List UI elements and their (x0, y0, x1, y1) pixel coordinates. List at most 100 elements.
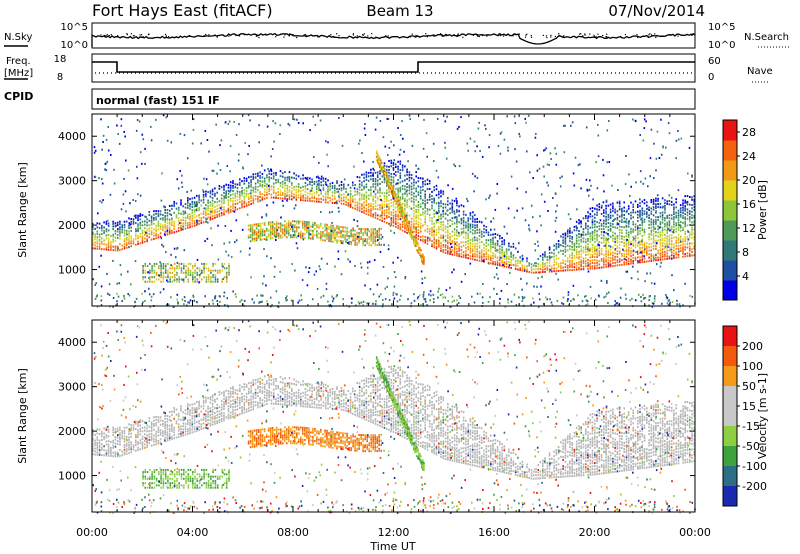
power-cell (577, 294, 579, 297)
power-cell (374, 185, 377, 188)
power-cell (196, 221, 199, 224)
power-cell (399, 162, 402, 165)
power-cell (265, 213, 268, 216)
power-cell (292, 230, 294, 233)
power-cell (605, 220, 607, 223)
power-cell (313, 195, 316, 198)
power-cell (315, 188, 318, 190)
power-cell (447, 234, 449, 237)
power-cell (139, 194, 142, 197)
frequency-line (92, 61, 695, 73)
power-cell (354, 201, 356, 204)
power-cell (423, 256, 425, 258)
power-cell (249, 230, 252, 233)
power-cell (382, 169, 385, 172)
power-cell (413, 227, 415, 230)
power-cell (451, 235, 454, 238)
power-cell (668, 241, 671, 244)
power-cell (657, 206, 659, 209)
power-cell (92, 278, 94, 281)
power-cell (406, 217, 408, 220)
power-cell (422, 185, 424, 188)
power-cell (315, 180, 318, 183)
power-cell (166, 225, 169, 228)
power-cell (312, 229, 314, 232)
power-cell (340, 232, 342, 234)
power-cell (166, 209, 169, 211)
power-cell (423, 263, 425, 266)
power-cell (296, 118, 298, 121)
power-cell (116, 237, 119, 239)
power-cell (564, 238, 567, 241)
power-cell (471, 172, 474, 175)
power-cell (318, 184, 320, 187)
power-cell (643, 220, 646, 223)
power-cell (382, 171, 385, 174)
power-cell (618, 243, 621, 246)
power-cell (125, 246, 128, 249)
power-cell (277, 191, 279, 194)
power-cell (234, 196, 237, 199)
power-cell (648, 253, 650, 256)
power-cell (300, 186, 302, 189)
power-cell (160, 274, 162, 276)
power-cell (598, 241, 601, 243)
power-cell (241, 204, 243, 207)
power-cell (380, 237, 382, 240)
power-cell (171, 232, 173, 234)
power-cell (332, 236, 334, 239)
power-cell (170, 213, 172, 216)
power-cell (370, 207, 372, 210)
power-cell (159, 232, 162, 235)
power-cell (268, 190, 270, 192)
power-cell (381, 181, 383, 184)
power-cell (261, 216, 263, 219)
power-cell (661, 253, 664, 256)
power-cell (416, 297, 419, 300)
power-cell (315, 197, 318, 200)
power-cell (616, 213, 619, 216)
power-cell (372, 213, 374, 216)
power-cell (320, 211, 322, 213)
power-cell (129, 223, 131, 226)
power-cell (284, 192, 286, 195)
power-cell (607, 265, 610, 268)
power-cell (182, 205, 184, 208)
power-cell (566, 257, 569, 260)
power-cell (373, 190, 375, 193)
power-cell (92, 228, 94, 231)
power-cell (390, 221, 393, 224)
power-cell (462, 216, 465, 219)
power-cell (676, 303, 678, 306)
power-cell (508, 261, 510, 264)
power-cell (660, 153, 663, 156)
power-cell (555, 254, 558, 257)
power-cell (275, 171, 277, 174)
power-cell (413, 215, 415, 218)
power-cell (476, 176, 479, 179)
power-cell (383, 209, 386, 212)
power-cell (408, 173, 411, 176)
power-cell (363, 195, 365, 198)
power-cell (205, 211, 207, 214)
power-cell (467, 149, 469, 152)
power-cell (146, 265, 149, 268)
power-cell (677, 209, 680, 212)
power-cell (205, 214, 207, 217)
power-cell (630, 230, 632, 233)
power-cell (652, 225, 655, 228)
power-cell (526, 282, 528, 285)
power-cell (155, 234, 157, 237)
power-cell (514, 148, 516, 151)
power-cell (514, 267, 517, 270)
power-cell (618, 228, 621, 231)
power-cell (377, 162, 380, 164)
power-cell (442, 193, 445, 196)
power-cell (451, 240, 454, 243)
power-cell (444, 231, 447, 234)
power-cell (627, 250, 630, 253)
power-cell (389, 224, 392, 227)
power-cell (438, 226, 440, 229)
power-cell (210, 227, 212, 230)
power-cell (615, 302, 618, 305)
